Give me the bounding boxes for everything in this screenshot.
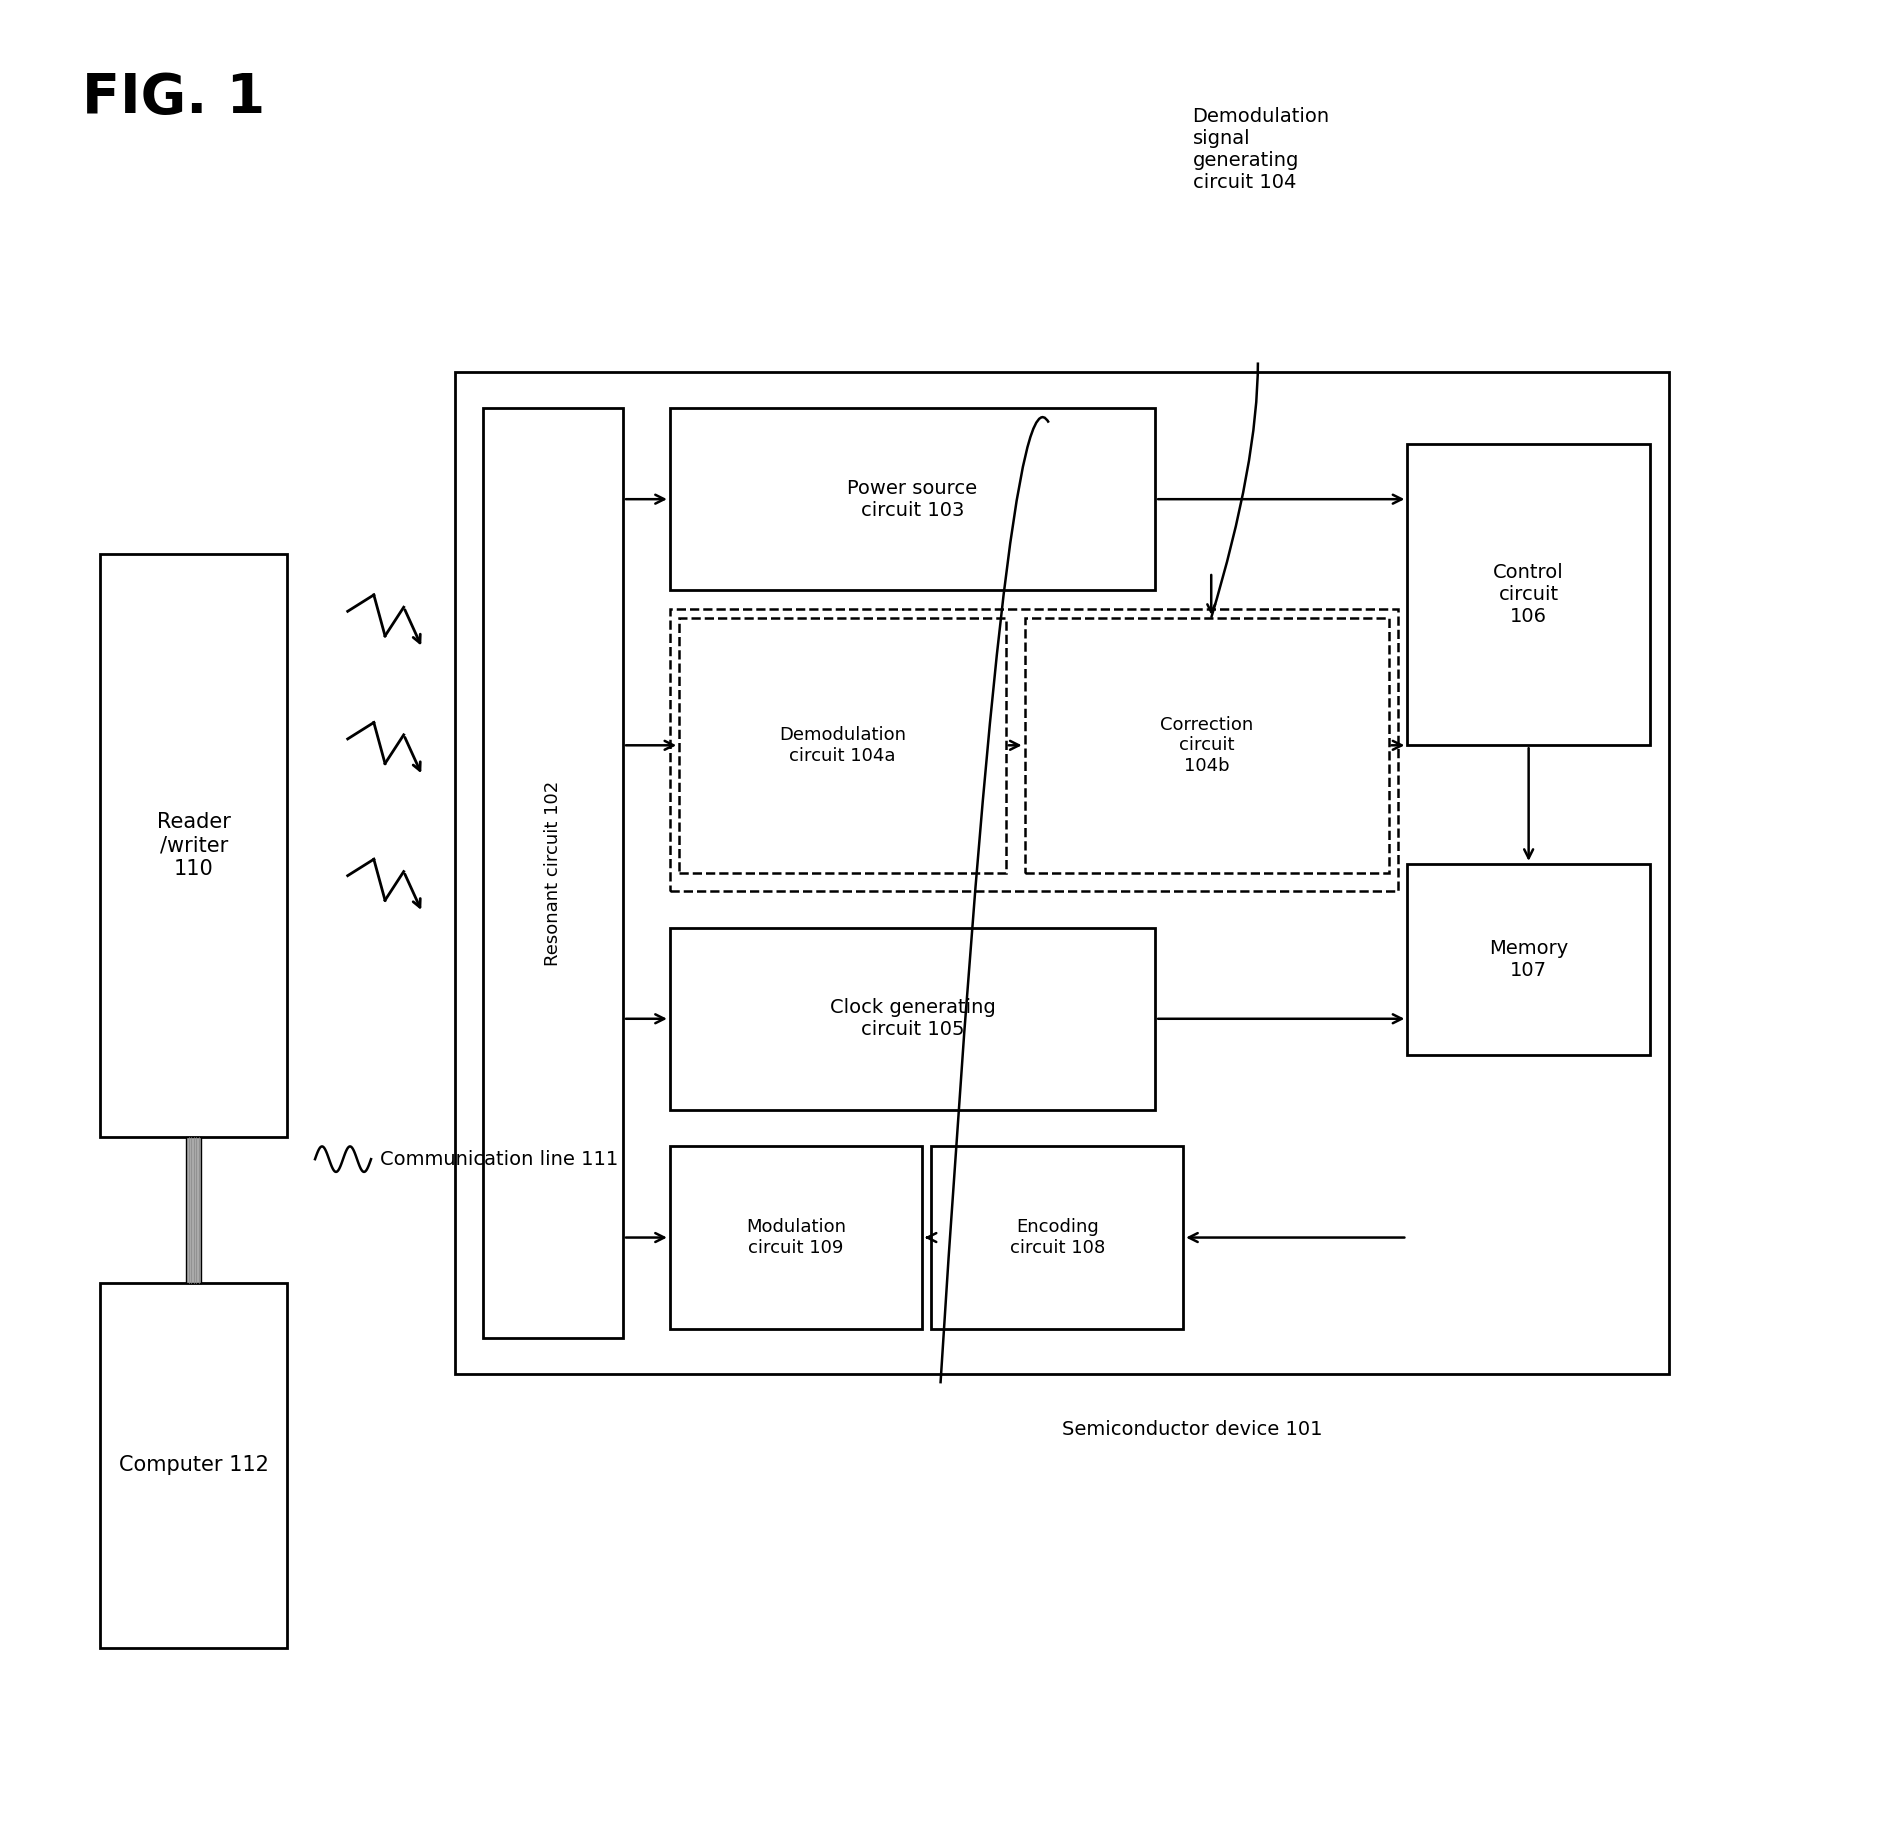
FancyBboxPatch shape — [669, 1146, 921, 1328]
Text: Semiconductor device 101: Semiconductor device 101 — [1062, 1420, 1322, 1438]
FancyBboxPatch shape — [669, 928, 1154, 1110]
FancyBboxPatch shape — [1406, 863, 1649, 1054]
FancyBboxPatch shape — [1406, 445, 1649, 746]
Text: Reader
/writer
110: Reader /writer 110 — [156, 812, 231, 878]
FancyBboxPatch shape — [679, 617, 1006, 873]
FancyBboxPatch shape — [1025, 617, 1387, 873]
Text: Correction
circuit
104b: Correction circuit 104b — [1160, 715, 1252, 775]
Text: Memory
107: Memory 107 — [1489, 939, 1568, 979]
Text: Clock generating
circuit 105: Clock generating circuit 105 — [829, 997, 995, 1040]
Text: Power source
circuit 103: Power source circuit 103 — [848, 479, 978, 520]
FancyBboxPatch shape — [100, 1282, 288, 1648]
FancyBboxPatch shape — [100, 555, 288, 1137]
Bar — [186, 1137, 201, 1282]
Text: Modulation
circuit 109: Modulation circuit 109 — [744, 1218, 846, 1257]
Text: Resonant circuit 102: Resonant circuit 102 — [543, 781, 562, 966]
Text: Demodulation
circuit 104a: Demodulation circuit 104a — [778, 726, 906, 764]
FancyBboxPatch shape — [455, 371, 1668, 1374]
Text: Demodulation
signal
generating
circuit 104: Demodulation signal generating circuit 1… — [1192, 107, 1329, 193]
FancyBboxPatch shape — [483, 408, 622, 1337]
FancyBboxPatch shape — [669, 608, 1397, 891]
FancyBboxPatch shape — [931, 1146, 1183, 1328]
Text: Communication line 111: Communication line 111 — [380, 1150, 619, 1168]
Text: Control
circuit
106: Control circuit 106 — [1493, 564, 1562, 626]
Text: FIG. 1: FIG. 1 — [81, 72, 265, 125]
FancyBboxPatch shape — [669, 408, 1154, 590]
Text: Encoding
circuit 108: Encoding circuit 108 — [1010, 1218, 1104, 1257]
Text: Computer 112: Computer 112 — [118, 1455, 269, 1475]
